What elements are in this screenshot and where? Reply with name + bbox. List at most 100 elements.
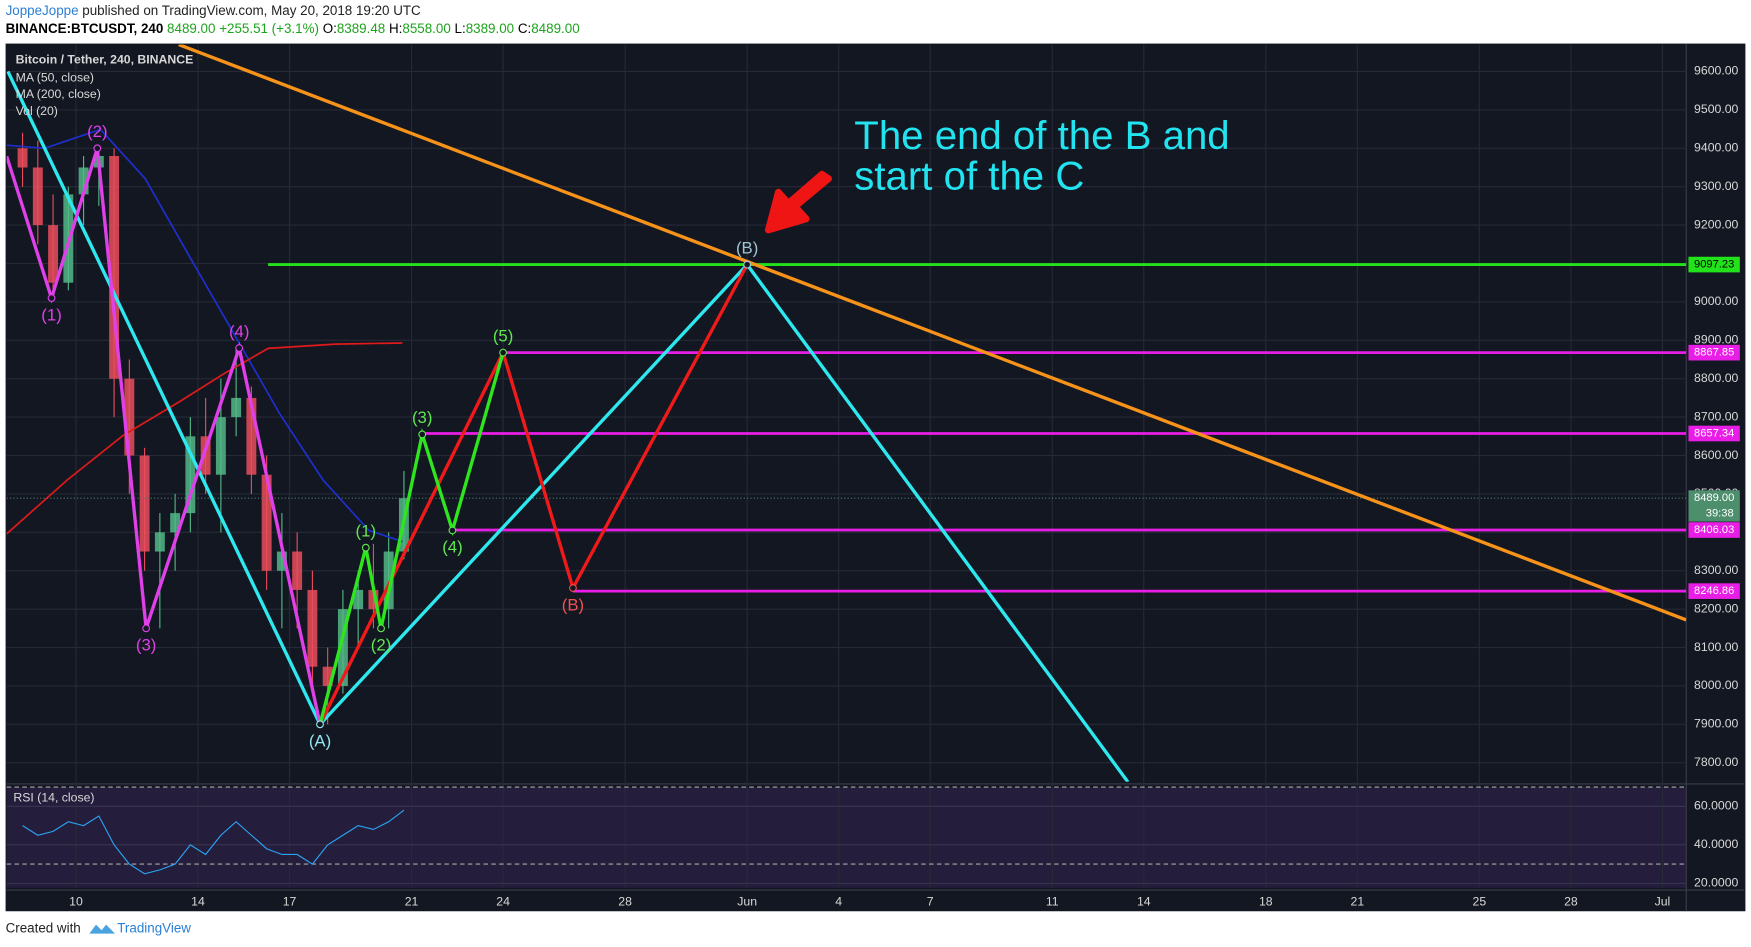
level-tag: [1688, 344, 1740, 361]
y-tick-label: 7800.00: [1694, 755, 1739, 769]
y-tick-label: 9600.00: [1694, 64, 1739, 78]
candle-body: [139, 455, 150, 552]
chart-area: [5, 43, 1746, 912]
y-tick-label: 9300.00: [1694, 179, 1739, 193]
x-tick-label: 28: [1564, 895, 1578, 909]
trend-line: [178, 44, 1687, 622]
author[interactable]: JoppeJoppe: [6, 3, 79, 18]
x-tick-label: 10: [69, 895, 83, 909]
trend-line: [6, 147, 322, 725]
y-tick-label: 8700.00: [1694, 409, 1739, 423]
wave-label: (4): [229, 322, 249, 341]
ohlc-label: H:: [389, 21, 402, 36]
candle-body: [307, 589, 318, 667]
ohlc-value: 8558.00: [402, 21, 450, 36]
ohlc-value: 8389.48: [337, 21, 385, 36]
wave-point: [93, 144, 102, 153]
candle-body: [154, 532, 165, 552]
level-label: 8246.86: [1694, 585, 1734, 597]
wave-label: (2): [371, 636, 391, 655]
candle-body: [170, 513, 181, 533]
wave-label: (3): [412, 408, 432, 427]
y-tick-label: 9000.00: [1694, 294, 1739, 308]
wave-point: [499, 348, 507, 357]
x-tick-label: 17: [283, 895, 297, 909]
x-tick-label: 21: [405, 895, 419, 909]
x-tick-label: 11: [1046, 895, 1059, 909]
y-tick-label: 8200.00: [1694, 601, 1739, 615]
rsi-title: RSI (14, close): [13, 791, 94, 805]
candle-body: [261, 474, 272, 571]
rsi-tick-label: 60.0000: [1694, 799, 1739, 813]
wave-point: [316, 720, 324, 729]
x-tick-label: 24: [496, 895, 510, 909]
countdown: 39:38: [1706, 508, 1734, 520]
wave-point: [418, 430, 427, 439]
moving-average: [6, 128, 403, 543]
wave-point: [448, 526, 457, 535]
y-tick-label: 8900.00: [1694, 333, 1739, 347]
wave-label: (3): [136, 636, 156, 655]
x-tick-label: Jun: [737, 895, 757, 909]
legend-entry: MA (50, close): [16, 70, 94, 84]
wave-label: (4): [442, 538, 462, 557]
level-label: 8406.03: [1694, 524, 1734, 536]
footer-brand[interactable]: TradingView: [117, 921, 191, 936]
candle-body: [383, 551, 394, 610]
legend-entry: MA (200, close): [16, 87, 101, 101]
overlay: 10 14 17 21 24 28 Jun 4 7 11 14 18 21 25 28 Jul 7800.00 7…: [22, 64, 1740, 909]
y-tick-label: 8000.00: [1694, 678, 1739, 692]
main-pane: [6, 44, 1687, 782]
y-tick-label: 9500.00: [1694, 102, 1739, 116]
level-label: 8657.34: [1694, 427, 1734, 439]
x-tick-label: 14: [191, 895, 205, 909]
footer-created: Created with: [6, 921, 81, 936]
candle-body: [200, 436, 211, 475]
wave-label: (B): [562, 595, 584, 614]
y-tick-label: 8300.00: [1694, 563, 1739, 577]
candle-body: [78, 167, 89, 195]
wave-point: [377, 624, 385, 633]
x-tick-label: 7: [927, 895, 934, 909]
level-tag: [1688, 425, 1740, 442]
candle-body: [337, 609, 348, 686]
candle-body: [276, 551, 287, 571]
wave-label: (1): [41, 305, 61, 324]
rsi-pane: [6, 787, 1687, 888]
ohlc-label: L:: [455, 21, 466, 36]
candle-body: [215, 417, 226, 475]
x-tick-label: 21: [1351, 895, 1365, 909]
annotation: The end of the B and: [854, 113, 1229, 158]
symbol-line: BINANCE:BTCUSDT, 240 8489.00 +255.51 (+3…: [6, 21, 580, 36]
x-tick-label: 18: [1259, 895, 1273, 909]
last: 8489.00: [167, 21, 215, 36]
x-tick-label: 25: [1473, 895, 1487, 909]
rsi-tick-label: 40.0000: [1694, 837, 1739, 851]
wave-point: [235, 344, 244, 352]
level-label: 8867.85: [1694, 347, 1734, 359]
change: +255.51 (+3.1%): [219, 21, 319, 36]
ohlc-value: 8389.00: [466, 21, 514, 36]
candle-body: [32, 167, 43, 226]
ohlc-label: C:: [518, 21, 531, 36]
wave-point: [361, 543, 370, 552]
logo: [89, 924, 116, 934]
arrow: [764, 170, 832, 234]
candle-body: [292, 551, 303, 590]
y-tick-label: 9400.00: [1694, 141, 1739, 155]
wave-point: [47, 294, 56, 302]
wave-label: (A): [309, 732, 331, 751]
trend-line: [318, 352, 505, 725]
wave-label: (5): [493, 326, 513, 345]
header-line: JoppeJoppe published on TradingView.com,…: [6, 3, 421, 18]
wave-label: (2): [87, 122, 107, 141]
candle-body: [246, 397, 257, 475]
candle-body: [124, 378, 135, 456]
ohlc-value: 8489.00: [531, 21, 579, 36]
wave-label: (1): [356, 521, 376, 540]
wave-point: [142, 624, 151, 633]
wave-point: [569, 584, 577, 592]
trend-line: [6, 70, 1130, 782]
trend-line: [318, 263, 749, 726]
y-tick-label: 9200.00: [1694, 217, 1739, 231]
